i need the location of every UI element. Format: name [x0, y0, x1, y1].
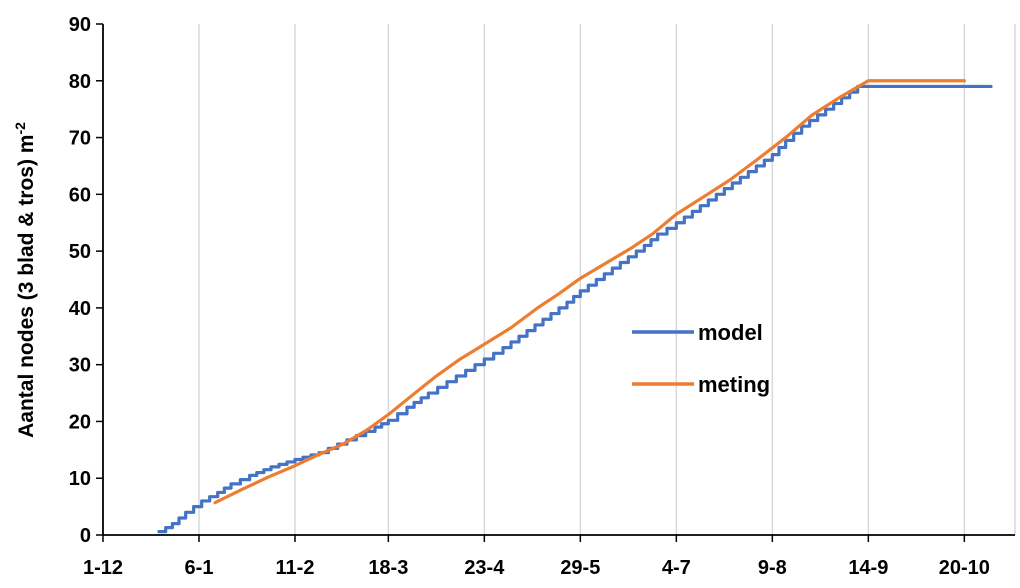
y-tick-label: 80 [69, 71, 91, 93]
legend-label-model: model [698, 320, 763, 345]
y-tick-labels: 0 10 20 30 40 50 60 70 80 90 [69, 14, 91, 547]
series-line-model [157, 84, 993, 534]
y-tick-label: 50 [69, 241, 91, 263]
y-axis-title: Aantal nodes (3 blad & tros) m-2 [12, 122, 38, 438]
x-tick-label: 6-1 [185, 557, 214, 579]
y-tick-label: 20 [69, 411, 91, 433]
gridlines [198, 24, 1016, 535]
x-tick-label: 4-7 [662, 557, 691, 579]
y-axis-title-superscript: -2 [12, 122, 28, 135]
x-tick-labels: 1-12 6-1 11-2 18-3 23-4 29-5 4-7 9-8 14-9 20-10 [83, 557, 990, 579]
series-lines [157, 79, 993, 534]
legend-label-meting: meting [698, 372, 770, 397]
y-tick-label: 30 [69, 355, 91, 377]
x-tick-label: 14-9 [848, 557, 888, 579]
x-tick-label: 11-2 [276, 557, 315, 579]
y-tick-label: 10 [69, 468, 91, 490]
x-tick-label: 29-5 [560, 557, 600, 579]
axes [96, 23, 1015, 542]
x-tick-label: 1-12 [83, 557, 123, 579]
series-line-meting [213, 79, 966, 505]
legend: model meting [632, 320, 770, 397]
y-tick-label: 70 [69, 128, 91, 150]
x-tick-label: 20-10 [939, 557, 990, 579]
x-tick-label: 9-8 [758, 557, 787, 579]
y-tick-label: 60 [69, 184, 91, 206]
y-tick-label: 40 [69, 298, 91, 320]
x-tick-label: 18-3 [368, 557, 408, 579]
x-tick-label: 23-4 [464, 557, 505, 579]
y-tick-label: 90 [69, 14, 91, 36]
y-tick-label: 0 [80, 525, 91, 547]
